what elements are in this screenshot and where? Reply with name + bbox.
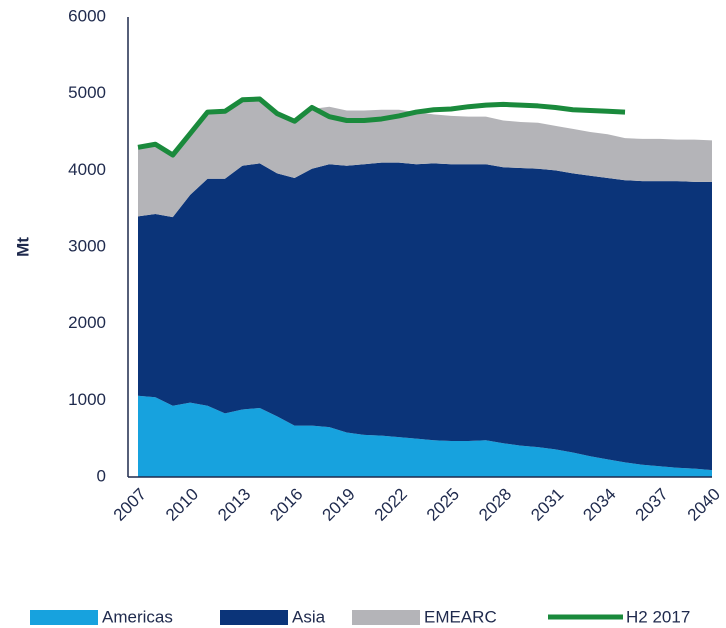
y-tick-label: 1000: [68, 390, 106, 409]
y-tick-label: 5000: [68, 83, 106, 102]
area: [138, 395, 712, 477]
x-tick-label: 2037: [632, 485, 672, 525]
y-tick-label: 4000: [68, 160, 106, 179]
area: [138, 98, 712, 218]
legend-swatch: [220, 610, 288, 625]
x-tick-label: 2010: [162, 485, 202, 525]
legend-label: EMEARC: [424, 607, 497, 626]
x-tick-label: 2028: [475, 485, 515, 525]
x-tick-label: 2016: [266, 485, 306, 525]
x-tick-label: 2007: [110, 485, 150, 525]
legend-swatch: [30, 610, 98, 625]
legend-item: Asia: [220, 607, 326, 626]
legend-label: H2 2017: [626, 607, 690, 626]
x-tick-label: 2031: [527, 485, 567, 525]
area: [138, 162, 712, 471]
x-tick-label: 2022: [371, 485, 411, 525]
legend-item: H2 2017: [548, 607, 690, 626]
x-tick-label: 2034: [579, 485, 619, 525]
y-tick-label: 6000: [68, 6, 106, 25]
x-tick-label: 2025: [423, 485, 463, 525]
line: [137, 96, 626, 158]
y-tick-label: 0: [97, 466, 106, 485]
x-tick-label: 2013: [214, 485, 254, 525]
legend-item: EMEARC: [352, 607, 497, 626]
legend-swatch: [352, 610, 420, 625]
legend-label: Americas: [102, 607, 173, 626]
y-tick-label: 2000: [68, 313, 106, 332]
y-tick-label: 3000: [68, 236, 106, 255]
x-tick-label: 2040: [684, 485, 724, 525]
legend-item: Americas: [30, 607, 173, 626]
x-tick-label: 2019: [319, 485, 359, 525]
legend-label: Asia: [292, 607, 326, 626]
y-axis-title: Mt: [13, 237, 32, 257]
